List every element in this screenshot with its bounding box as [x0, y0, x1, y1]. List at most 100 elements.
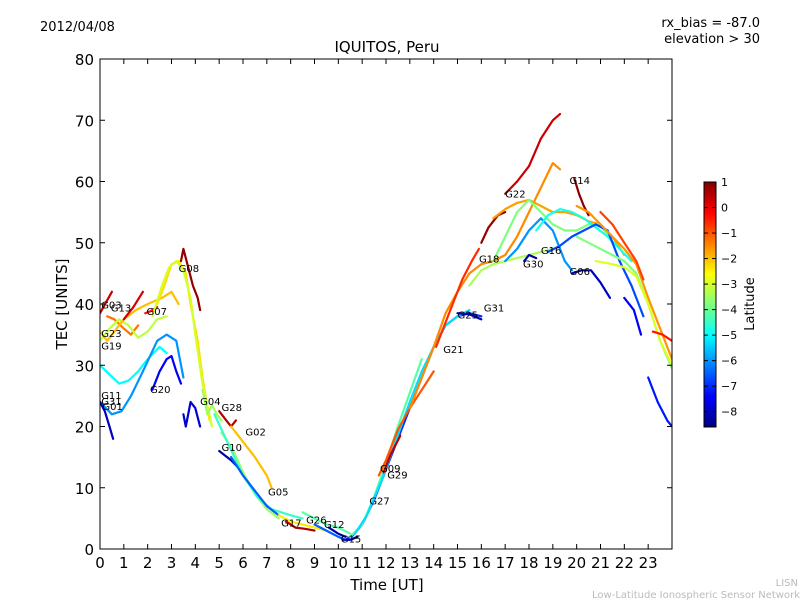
satellite-label-g02: G02: [245, 428, 265, 439]
satellite-label-g05: G05: [268, 488, 288, 499]
x-tick-label: 19: [543, 554, 562, 572]
series-g09: [377, 370, 435, 477]
y-tick-label: 50: [75, 235, 94, 253]
colorbar-label: Latitude: [743, 277, 758, 331]
series-layer: [100, 113, 672, 541]
footer-lisn: LISN: [776, 578, 798, 589]
satellite-label-g28: G28: [222, 403, 242, 414]
series-g25: [456, 312, 483, 321]
satellite-label-g16: G16: [541, 246, 561, 257]
colorbar-tick-label: −1: [721, 227, 737, 240]
series-g05: [213, 413, 304, 520]
series-g14c: [599, 211, 645, 281]
x-axis-label: Time [UT]: [349, 576, 423, 594]
satellite-label-g10: G10: [222, 443, 242, 454]
series-g28: [218, 410, 237, 428]
x-tick-label: 23: [639, 554, 658, 572]
colorbar-ticks: 1 0 −1 −2 −3 −4 −5 −6 −7 −8: [704, 176, 737, 419]
series-g04: [182, 400, 202, 428]
satellite-labels: G03G13G23G19G07G08G11G31G01G20G04G28G10G…: [101, 176, 590, 545]
satellite-label-g29: G29: [387, 471, 407, 482]
x-tick-label: 13: [400, 554, 419, 572]
y-tick-label: 0: [84, 541, 94, 559]
date-label: 2012/04/08: [40, 20, 115, 35]
satellite-label-g18: G18: [479, 254, 499, 265]
satellite-label-g30: G30: [523, 259, 543, 270]
series-g03: [100, 290, 113, 315]
satellite-label-g31: G31: [484, 303, 504, 314]
colorbar-tick-label: 0: [721, 202, 728, 215]
series-g18b: [468, 247, 554, 287]
x-tick-label: 15: [448, 554, 467, 572]
x-tick-label: 21: [591, 554, 610, 572]
series-g19: [100, 315, 168, 342]
x-tick-label: 0: [95, 554, 105, 572]
series-g14b: [575, 204, 672, 361]
satellite-label-g26: G26: [306, 515, 326, 526]
satellite-label-g13: G13: [111, 303, 131, 314]
series-g17: [284, 520, 316, 532]
y-tick-label: 60: [75, 174, 94, 192]
x-tick-label: 17: [496, 554, 515, 572]
series-g29: [382, 434, 402, 474]
series-g11: [100, 345, 168, 385]
series-g17b: [277, 514, 328, 532]
series-g06b: [547, 223, 645, 318]
series-g20: [151, 355, 183, 391]
axes: 0 1 2 3 4 5 6 7 8 9 10 11 12 13 14 15 16 17 18 19 20 21 22 2301…: [75, 51, 672, 572]
series-g26b: [313, 523, 347, 541]
satellite-label-g01: G01: [102, 402, 122, 413]
x-tick-label: 20: [567, 554, 586, 572]
satellite-label-g19: G19: [101, 341, 121, 352]
x-tick-label: 5: [214, 554, 224, 572]
colorbar-tick-label: −7: [721, 380, 737, 393]
series-g05b: [230, 456, 280, 517]
satellite-label-g06: G06: [570, 267, 590, 278]
colorbar-tick-label: −6: [721, 355, 737, 368]
series-g14d: [575, 235, 672, 370]
series-g31: [100, 333, 185, 416]
y-tick-label: 80: [75, 51, 94, 69]
satellite-label-g21: G21: [443, 345, 463, 356]
x-tick-label: 10: [329, 554, 348, 572]
satellite-label-g15: G15: [341, 534, 361, 545]
satellite-label-g09: G09: [380, 464, 400, 475]
colorbar-tick-label: 1: [721, 176, 728, 189]
satellite-label-g20: G20: [150, 385, 170, 396]
colorbar: 1 0 −1 −2 −3 −4 −5 −6 −7 −8 Latitude: [703, 176, 758, 428]
elevation-label: elevation > 30: [664, 32, 760, 47]
x-tick-label: 11: [353, 554, 372, 572]
series-g26: [301, 511, 352, 535]
satellite-label-g07: G07: [146, 307, 166, 318]
x-tick-label: 6: [238, 554, 248, 572]
series-g04b: [201, 388, 223, 422]
satellite-label-g25: G25: [458, 311, 478, 322]
series-g14g: [623, 296, 643, 336]
series-g06: [570, 269, 612, 299]
series-g14f: [647, 376, 672, 428]
colorbar-tick-label: −8: [721, 406, 737, 419]
y-tick-label: 30: [75, 357, 94, 375]
colorbar-gradient: [703, 181, 717, 428]
rx-bias-label: rx_bias = -87.0: [661, 16, 760, 31]
y-tick-label: 40: [75, 296, 94, 314]
satellite-label-g12: G12: [324, 520, 344, 531]
satellite-label-g11: G11: [101, 391, 121, 402]
series-g08b: [151, 260, 214, 428]
satellite-label-g04: G04: [200, 397, 220, 408]
x-tick-label: 4: [191, 554, 201, 572]
x-tick-label: 9: [310, 554, 320, 572]
footer-network: Low-Latitude Ionospheric Sensor Network: [592, 590, 800, 600]
x-tick-label: 16: [472, 554, 491, 572]
colorbar-tick-label: −4: [721, 304, 737, 317]
satellite-label-g23: G23: [101, 329, 121, 340]
series-g16b: [535, 208, 633, 263]
satellite-label-g17: G17: [281, 518, 301, 529]
series-g22: [504, 113, 562, 195]
satellite-label-g08: G08: [179, 264, 199, 275]
y-tick-label: 10: [75, 480, 94, 498]
satellite-label-g14: G14: [570, 176, 590, 187]
series-g01: [100, 400, 115, 440]
satellite-label-g22: G22: [505, 189, 525, 200]
